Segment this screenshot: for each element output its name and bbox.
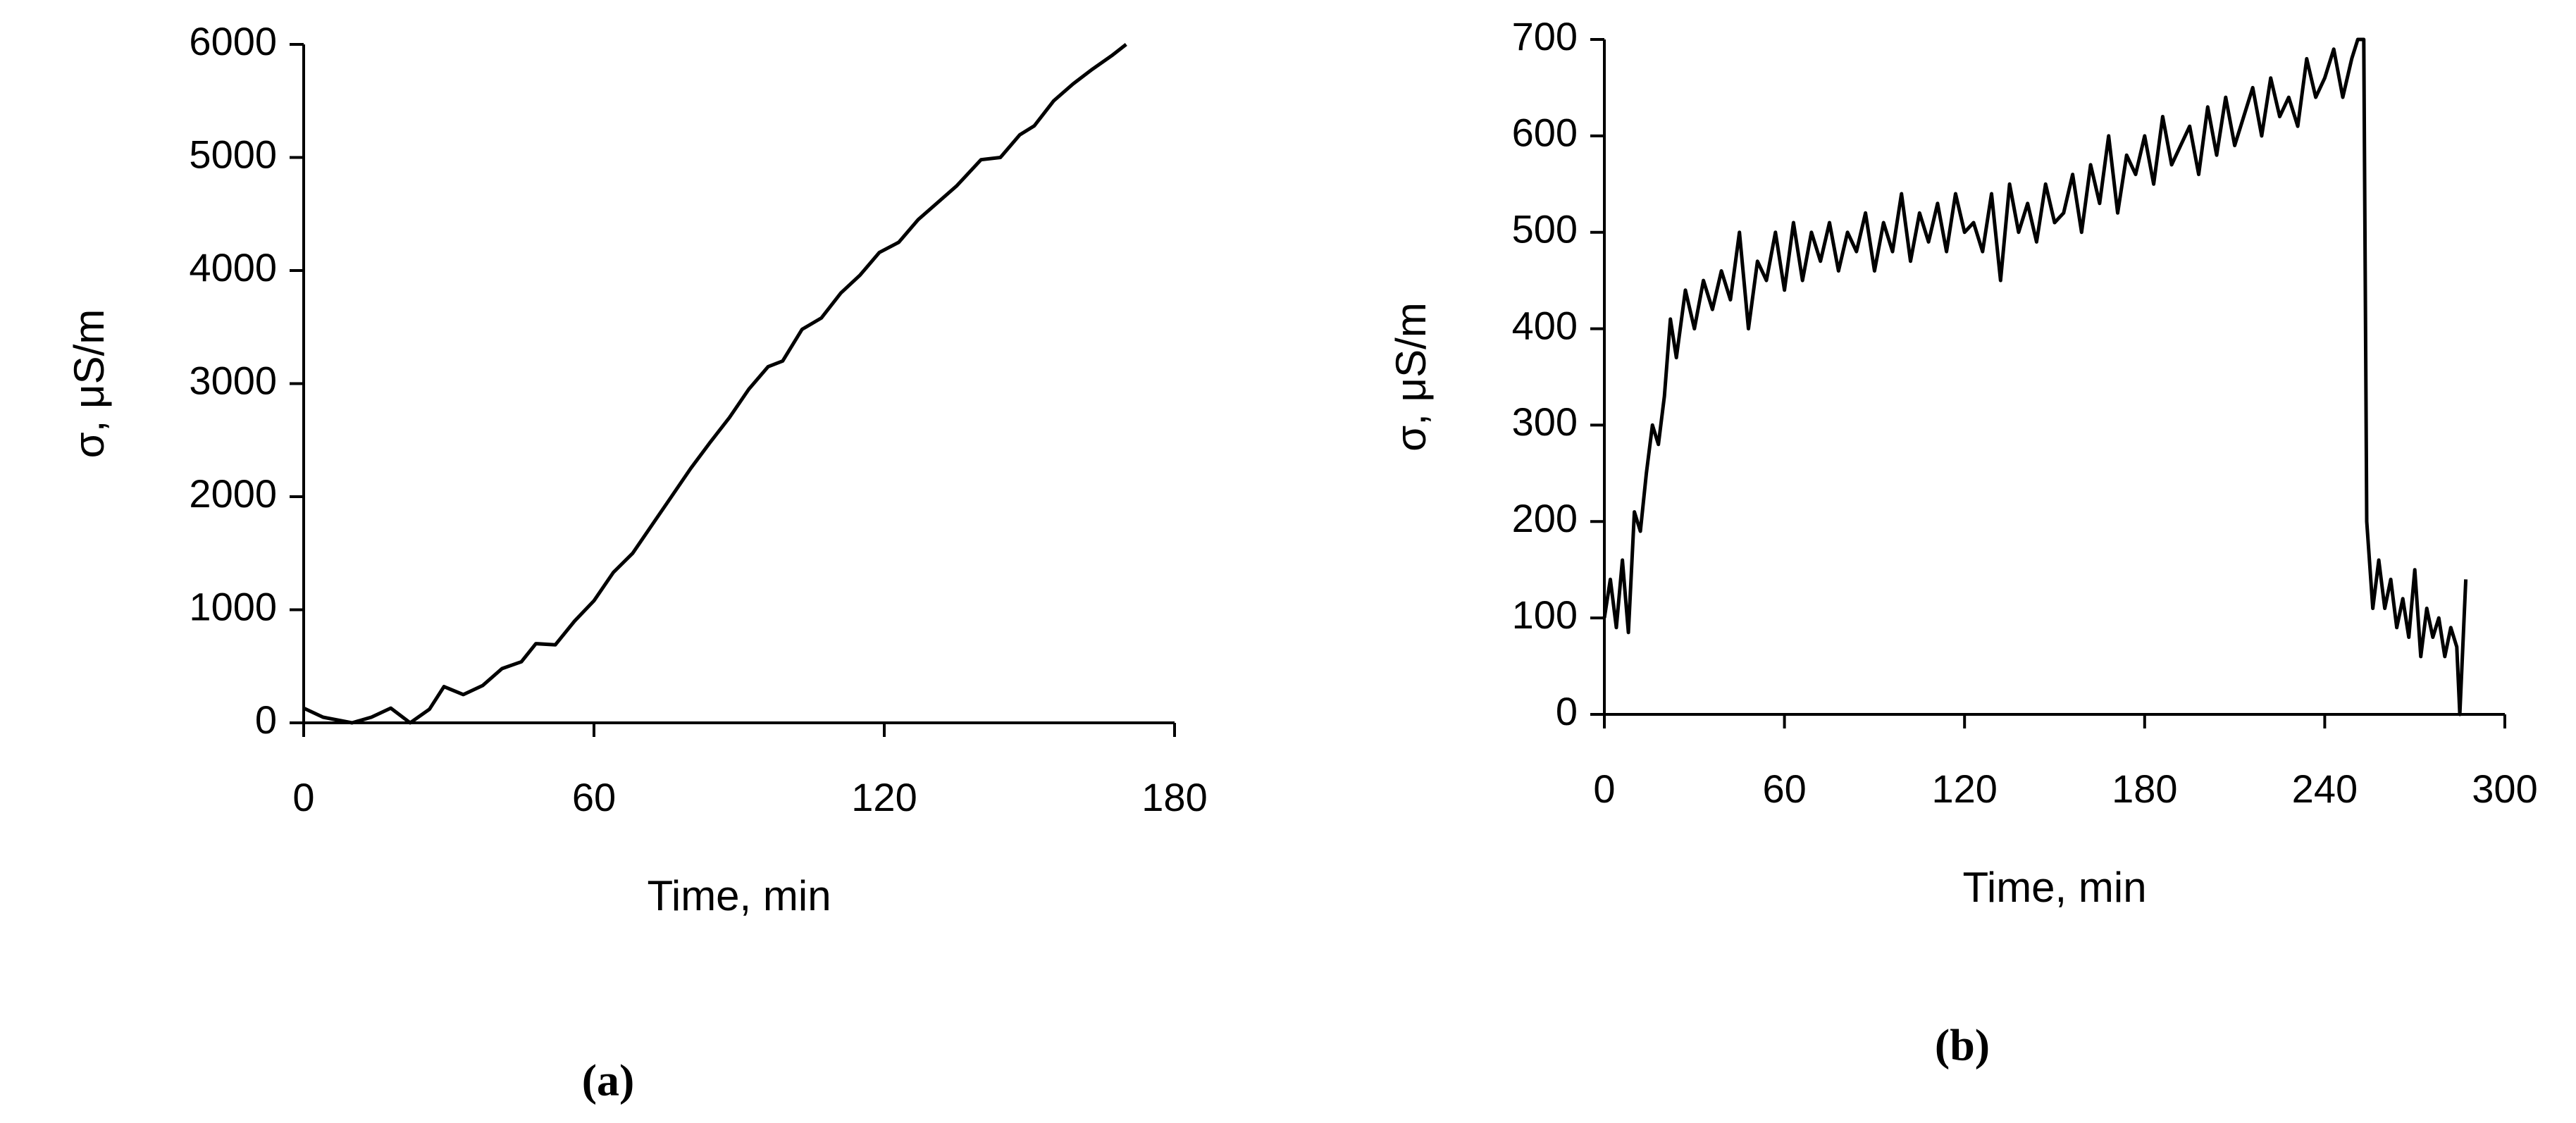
x-tick-label: 0	[1593, 767, 1615, 811]
data-line	[1602, 37, 2468, 716]
y-tick-label: 5000	[189, 132, 277, 176]
x-tick-label: 120	[1931, 767, 1997, 811]
y-tick-label: 700	[1512, 14, 1578, 58]
y-tick-label: 200	[1512, 496, 1578, 540]
x-tick-label: 60	[1762, 767, 1806, 811]
y-tick-label: 100	[1512, 592, 1578, 637]
y-tick-label: 6000	[189, 19, 277, 63]
y-tick-label: 0	[255, 697, 277, 742]
x-tick-label: 180	[2112, 767, 2177, 811]
y-axis-title: σ, μS/m	[66, 309, 113, 459]
y-tick-label: 1000	[189, 584, 277, 628]
x-tick-label: 60	[572, 775, 616, 819]
x-tick-label: 0	[292, 775, 314, 819]
caption: (a)	[582, 1055, 635, 1105]
y-tick-label: 0	[1556, 689, 1578, 733]
y-tick-label: 400	[1512, 303, 1578, 347]
y-tick-label: 3000	[189, 358, 277, 402]
y-tick-label: 2000	[189, 471, 277, 516]
caption: (b)	[1935, 1020, 1990, 1070]
x-axis-title: Time, min	[647, 872, 831, 919]
x-tick-label: 180	[1141, 775, 1207, 819]
y-axis-title: σ, μS/m	[1387, 302, 1435, 452]
y-tick-label: 600	[1512, 111, 1578, 155]
y-tick-label: 500	[1512, 207, 1578, 252]
x-tick-label: 300	[2472, 767, 2537, 811]
y-tick-label: 300	[1512, 399, 1578, 444]
x-tick-label: 120	[851, 775, 917, 819]
x-axis-title: Time, min	[1962, 864, 2146, 911]
data-line	[302, 43, 1127, 725]
x-tick-label: 240	[2292, 767, 2358, 811]
y-tick-label: 4000	[189, 245, 277, 290]
